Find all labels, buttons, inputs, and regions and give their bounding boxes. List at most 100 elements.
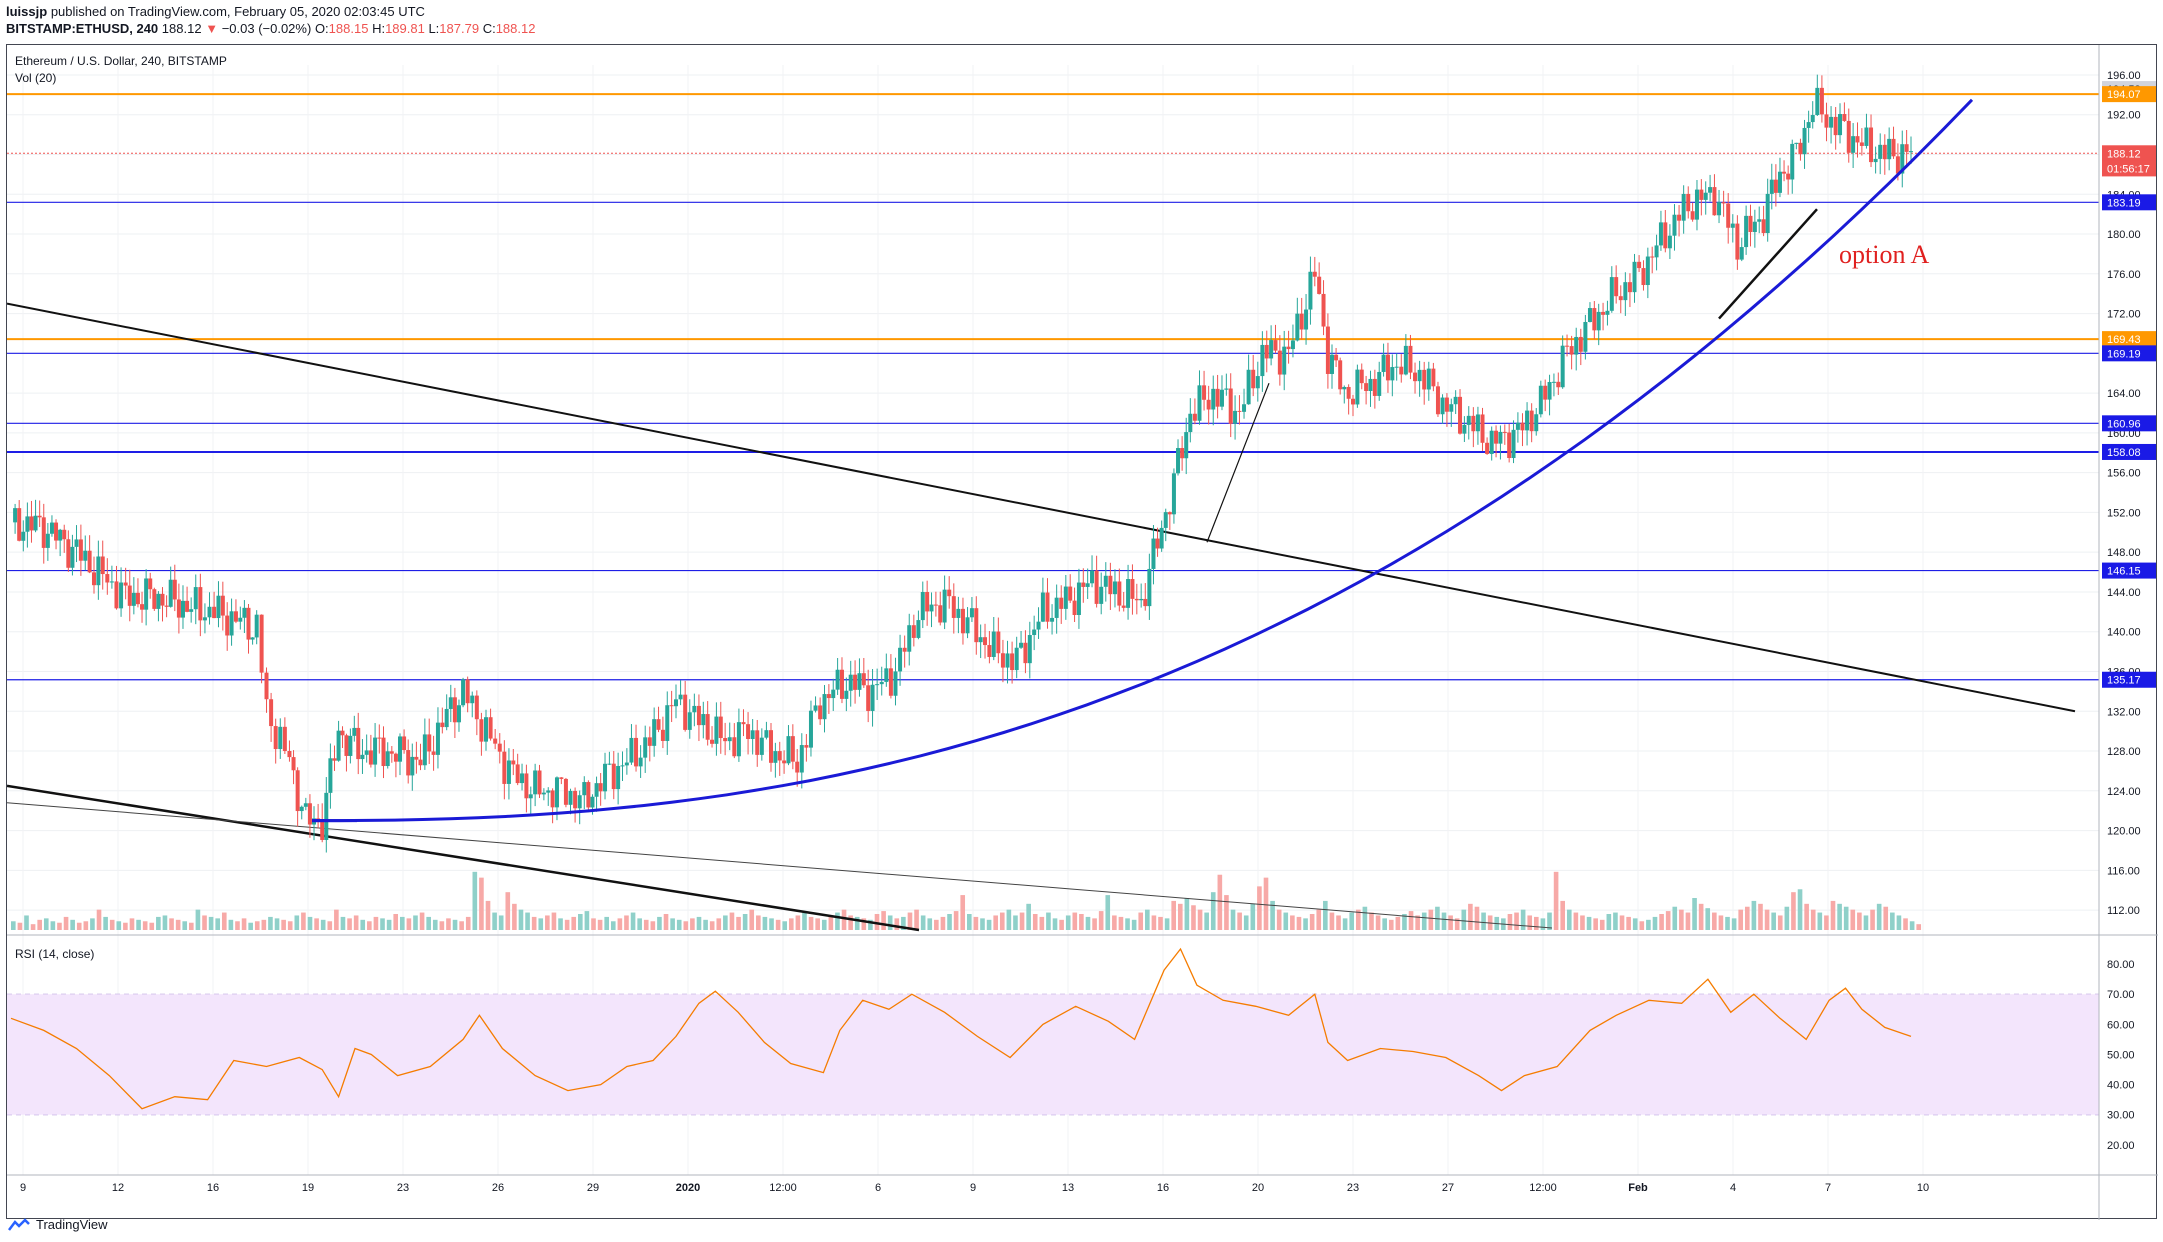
candle (1485, 442, 1490, 454)
volume-bar (525, 912, 530, 930)
candle (978, 637, 983, 643)
candle (902, 647, 907, 652)
candle (1449, 404, 1454, 412)
volume-bar (835, 912, 840, 930)
volume-bar (841, 909, 847, 930)
candle (1295, 313, 1300, 341)
candle (493, 738, 498, 744)
volume-bar (1896, 915, 1902, 930)
candle (687, 712, 692, 730)
candle (1494, 430, 1499, 444)
volume-bar (235, 921, 240, 930)
candle (273, 726, 278, 750)
candle (1887, 138, 1892, 160)
time-tick-label: 29 (587, 1182, 599, 1194)
chart-frame[interactable]: 112.00116.00120.00124.00128.00132.00136.… (6, 44, 2158, 1220)
price-tick-label: 120.00 (2107, 826, 2141, 838)
volume-bar (63, 916, 69, 930)
volume-bar (1349, 912, 1355, 930)
candle (1040, 592, 1045, 622)
candle (250, 637, 255, 640)
volume-bar (1019, 912, 1025, 930)
option-a-annotation[interactable]: option A (1839, 240, 1930, 269)
candle (180, 600, 185, 618)
volume-bar (1303, 918, 1308, 930)
candle (1325, 326, 1330, 374)
candle (1036, 621, 1041, 630)
candle (198, 587, 203, 621)
volume-bar (1468, 903, 1473, 930)
volume-bar (1626, 916, 1631, 930)
volume-bar (1870, 909, 1875, 930)
candle (356, 727, 361, 760)
candle (656, 719, 661, 730)
candle (269, 699, 274, 727)
rsi-tick-label: 30.00 (2107, 1110, 2135, 1122)
volume-bar (399, 916, 405, 930)
candle (1023, 642, 1028, 664)
candle (983, 637, 988, 646)
candle (448, 697, 453, 709)
candle (1694, 189, 1699, 220)
volume-bar (202, 915, 207, 930)
candle (1471, 415, 1476, 432)
volume-bar (1145, 909, 1150, 930)
candle (1769, 179, 1774, 194)
brand-name[interactable]: TradingView (36, 1217, 108, 1232)
thin-trend-line (7, 802, 1553, 929)
candle (1346, 386, 1351, 399)
volume-bar (756, 915, 761, 930)
volume-bar (1764, 909, 1770, 930)
trend-lines[interactable] (7, 208, 2076, 932)
volume-bar (934, 919, 939, 930)
volume-bar (11, 921, 16, 930)
price-tick-label: 140.00 (2107, 627, 2141, 639)
candle (320, 819, 325, 840)
time-tick-label: 6 (875, 1182, 881, 1194)
candle (465, 679, 470, 704)
volume-bar (868, 919, 873, 930)
candle (502, 751, 507, 784)
volume-bar (1204, 912, 1209, 930)
volume-bar (485, 900, 491, 930)
chart-svg[interactable]: 112.00116.00120.00124.00128.00132.00136.… (7, 45, 2158, 1220)
candle (1802, 127, 1807, 155)
candle (1163, 512, 1168, 528)
candle (839, 669, 844, 699)
volume-bar (1191, 905, 1196, 930)
downtrend-line (7, 302, 2076, 713)
candle (1773, 179, 1778, 193)
candle (207, 606, 212, 618)
candle (920, 592, 925, 621)
candle (884, 668, 889, 682)
candle (114, 581, 119, 609)
volume-bar (1646, 919, 1651, 930)
candle (1829, 116, 1834, 128)
candle (1290, 340, 1295, 350)
candle (414, 756, 419, 760)
parabolic-curve[interactable] (312, 98, 1974, 823)
candle (1108, 575, 1113, 595)
volume-bar (545, 915, 550, 930)
candle (1489, 430, 1494, 454)
volume-bar (1263, 877, 1269, 930)
volume-bar (261, 919, 267, 930)
candle (238, 617, 243, 622)
candle (259, 614, 264, 673)
volume-bar (1217, 874, 1223, 930)
candle (1351, 398, 1356, 405)
candle (1833, 116, 1838, 136)
author[interactable]: luissjp (6, 4, 48, 19)
candle (1498, 431, 1503, 444)
candle (777, 751, 782, 761)
horizontal-lines[interactable] (7, 93, 2099, 681)
volume-bar (920, 915, 926, 930)
price-tick-label: 196.00 (2107, 70, 2141, 82)
volume-bar (1250, 903, 1256, 930)
volume-bar (1421, 912, 1427, 930)
candle (1228, 388, 1233, 424)
candle (732, 737, 737, 757)
tradingview-logo-icon[interactable] (8, 1217, 30, 1232)
candle (942, 589, 947, 623)
candle (506, 760, 511, 784)
